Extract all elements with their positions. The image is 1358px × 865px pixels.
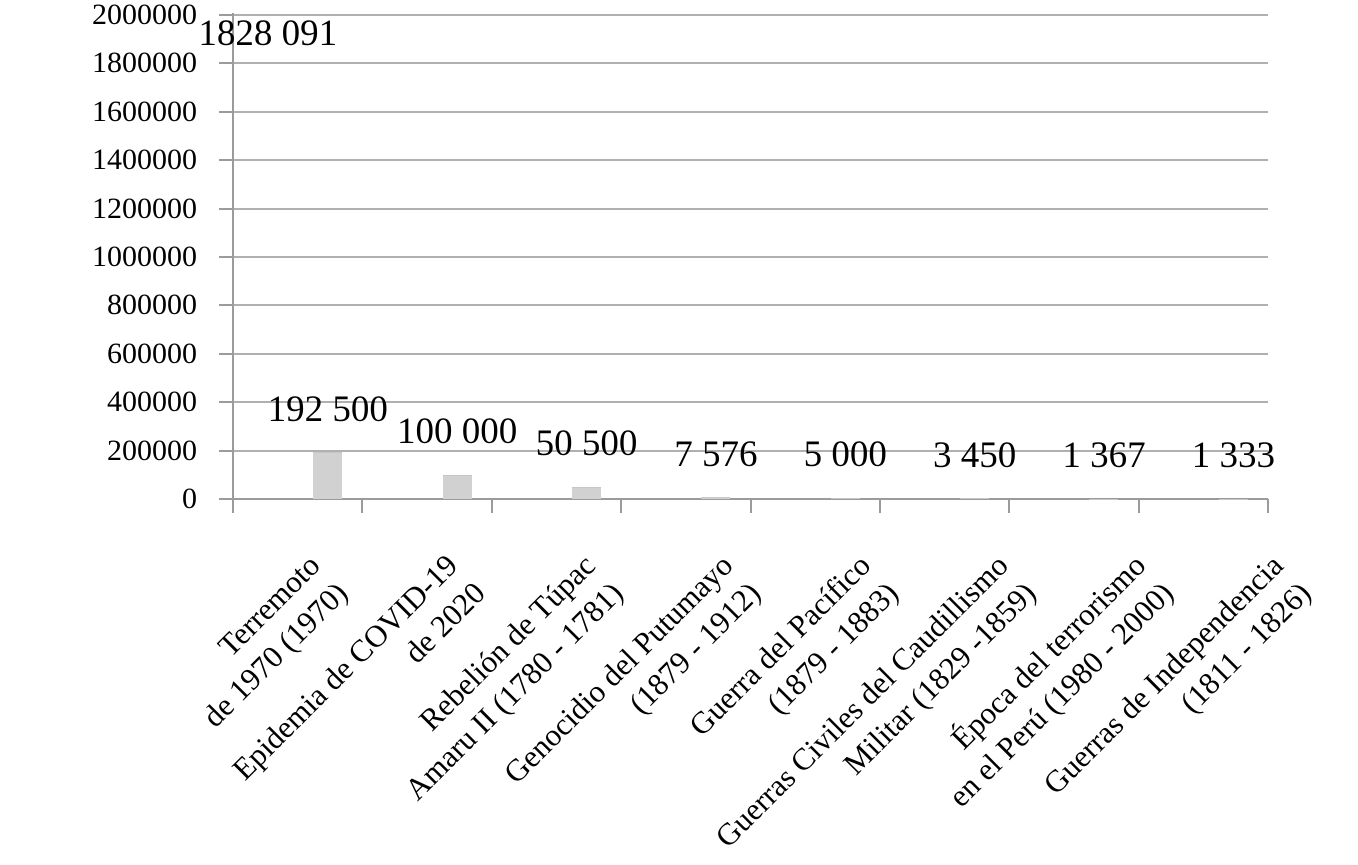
x-axis-tick [620, 499, 623, 513]
bar-value-label: 1 333 [1191, 435, 1275, 477]
y-axis-tick [219, 449, 233, 452]
y-axis-tick-label: 1200000 [92, 191, 197, 225]
y-gridline [233, 14, 1268, 16]
y-axis-tick-label: 2000000 [92, 0, 197, 31]
y-axis-tick [219, 498, 233, 500]
y-axis-tick-label: 1800000 [92, 46, 197, 80]
x-axis-tick [1267, 499, 1269, 513]
y-axis-tick-label: 600000 [107, 336, 197, 370]
y-gridline [233, 449, 1268, 452]
bar [442, 474, 472, 499]
bar [313, 452, 343, 499]
bar [571, 486, 601, 499]
y-axis-tick [219, 14, 233, 16]
x-axis-tick [490, 499, 493, 513]
bar-value-label: 1 367 [1062, 435, 1146, 477]
bar [960, 498, 990, 500]
x-axis-tick [361, 499, 364, 513]
bar [830, 497, 860, 499]
x-axis-tick [1008, 499, 1011, 513]
x-axis-tick [1137, 499, 1140, 513]
y-axis-tick-label: 1000000 [92, 240, 197, 273]
bar-value-label: 5 000 [803, 434, 887, 476]
bar-value-label: 7 576 [674, 433, 758, 475]
y-gridline [233, 304, 1268, 307]
y-gridline [233, 207, 1268, 210]
x-axis-tick [749, 499, 752, 513]
y-axis-tick [219, 207, 233, 210]
bar-value-label: 1828 091 [198, 12, 338, 54]
y-gridline [233, 62, 1268, 65]
bar-value-label: 3 450 [932, 434, 1017, 476]
y-gridline [233, 352, 1268, 355]
y-axis-tick [219, 159, 233, 162]
y-axis-tick-label: 800000 [107, 288, 197, 322]
y-axis-tick-label: 200000 [107, 433, 197, 467]
y-axis-tick [219, 352, 233, 355]
y-axis-tick-label: 1400000 [92, 143, 197, 177]
y-axis-tick-label: 1600000 [92, 94, 197, 128]
bar-value-label: 50 500 [535, 423, 638, 465]
x-axis-tick [232, 499, 234, 513]
y-gridline [233, 110, 1268, 113]
bar-value-label: 192 500 [267, 388, 388, 430]
y-gridline [233, 256, 1268, 258]
y-gridline [233, 401, 1268, 404]
bar-value-label: 100 000 [396, 411, 518, 453]
x-axis-tick [878, 499, 881, 513]
y-axis-tick [219, 110, 233, 113]
y-axis-tick [219, 256, 233, 258]
y-axis-tick [219, 304, 233, 307]
y-axis-line [232, 13, 234, 513]
bar [1089, 498, 1119, 500]
bar [701, 497, 731, 499]
y-axis-tick-label: 400000 [107, 385, 197, 419]
y-gridline [233, 159, 1268, 162]
y-axis-tick [219, 401, 233, 404]
y-axis-tick [219, 62, 233, 65]
y-axis-tick-label: 0 [182, 482, 197, 515]
bar [1218, 498, 1248, 500]
